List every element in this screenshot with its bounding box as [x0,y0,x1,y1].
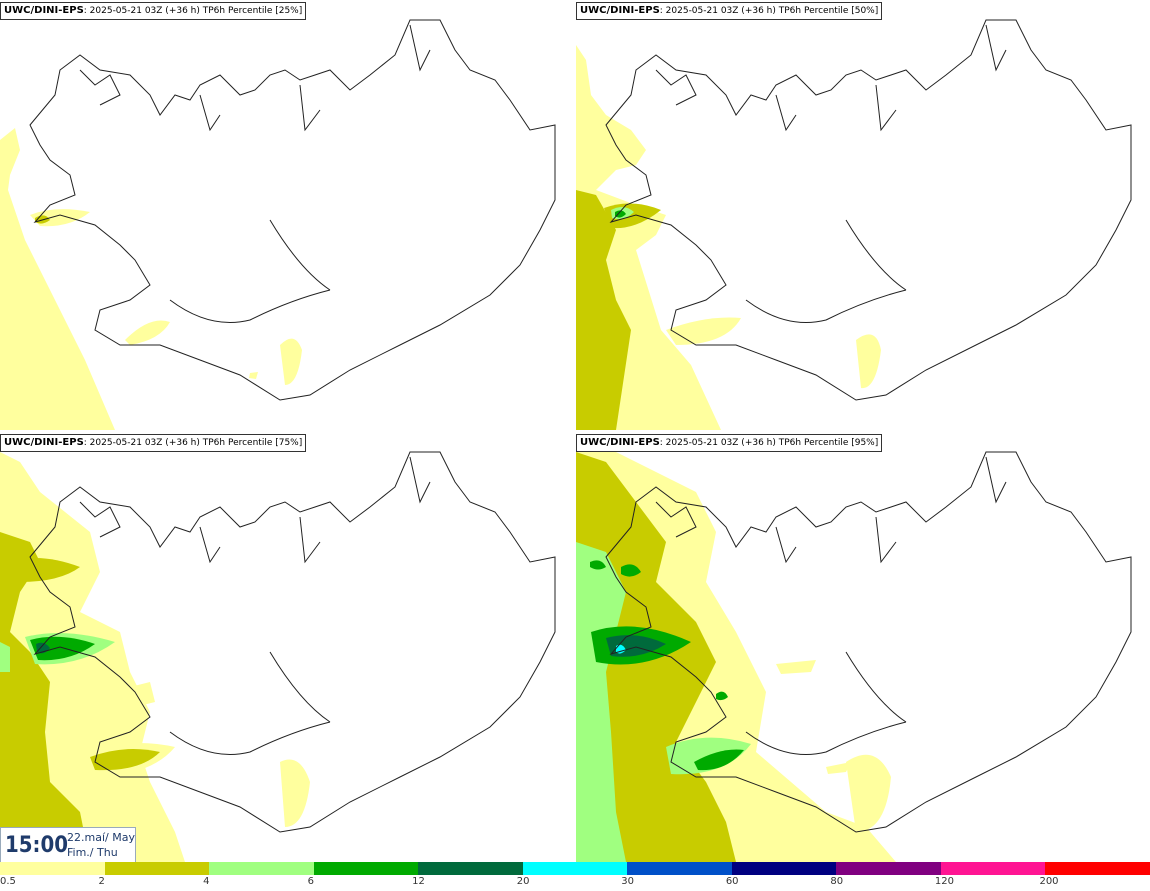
panel-title-50: UWC/DINI-EPS: 2025-05-21 03Z (+36 h) TP6… [576,2,883,20]
iceland-coastline [605,451,1132,833]
colorbar-swatch [313,862,419,875]
map-panel-25: UWC/DINI-EPS: 2025-05-21 03Z (+36 h) TP6… [0,0,574,430]
colorbar-swatch [836,862,942,875]
valid-time: 15:00 [5,833,69,858]
precip-map-75 [0,451,556,862]
colorbar-tick-label: 80 [830,876,844,887]
valid-date: 22.maí/ May [67,831,135,844]
colorbar-tick-label: 120 [934,876,954,887]
colorbar-tick-label: 4 [203,876,210,887]
colorbar-tick-label: 0.5 [0,876,16,887]
precip-map-95 [576,451,1132,862]
colorbar-tick-label: 200 [1039,876,1059,887]
precip-map-50 [576,19,1132,430]
precip-colorbar: 0.5 2 4 6 12 20 30 60 80 120 200 [0,862,1150,891]
iceland-coastline [29,19,556,401]
valid-time-box: 15:00 22.maí/ May Fim./ Thu [0,827,136,864]
map-panel-75: UWC/DINI-EPS: 2025-05-21 03Z (+36 h) TP6… [0,432,574,862]
colorbar-tick-label: 20 [516,876,530,887]
colorbar-tick-label: 12 [412,876,425,887]
colorbar-swatch [1045,862,1150,875]
panel-title-75: UWC/DINI-EPS: 2025-05-21 03Z (+36 h) TP6… [0,434,307,452]
valid-weekday: Fim./ Thu [67,846,118,859]
colorbar-swatch [104,862,210,875]
colorbar-tick-label: 30 [621,876,634,887]
colorbar-swatch [418,862,524,875]
iceland-coastline [605,19,1132,401]
precip-map-25 [0,19,556,430]
colorbar-swatch [522,862,628,875]
iceland-coastline [29,451,556,833]
colorbar-tick-label: 6 [307,876,314,887]
colorbar-tick-label: 60 [725,876,739,887]
colorbar-swatch [627,862,733,875]
colorbar-swatch [209,862,315,875]
panel-title-25: UWC/DINI-EPS: 2025-05-21 03Z (+36 h) TP6… [0,2,307,20]
map-panel-95: UWC/DINI-EPS: 2025-05-21 03Z (+36 h) TP6… [576,432,1150,862]
map-panel-50: UWC/DINI-EPS: 2025-05-21 03Z (+36 h) TP6… [576,0,1150,430]
panel-divider-horizontal [0,430,1150,432]
panel-title-95: UWC/DINI-EPS: 2025-05-21 03Z (+36 h) TP6… [576,434,883,452]
colorbar-swatch [0,862,106,875]
colorbar-swatch [940,862,1046,875]
colorbar-tick-label: 2 [98,876,105,887]
colorbar-swatch [731,862,837,875]
